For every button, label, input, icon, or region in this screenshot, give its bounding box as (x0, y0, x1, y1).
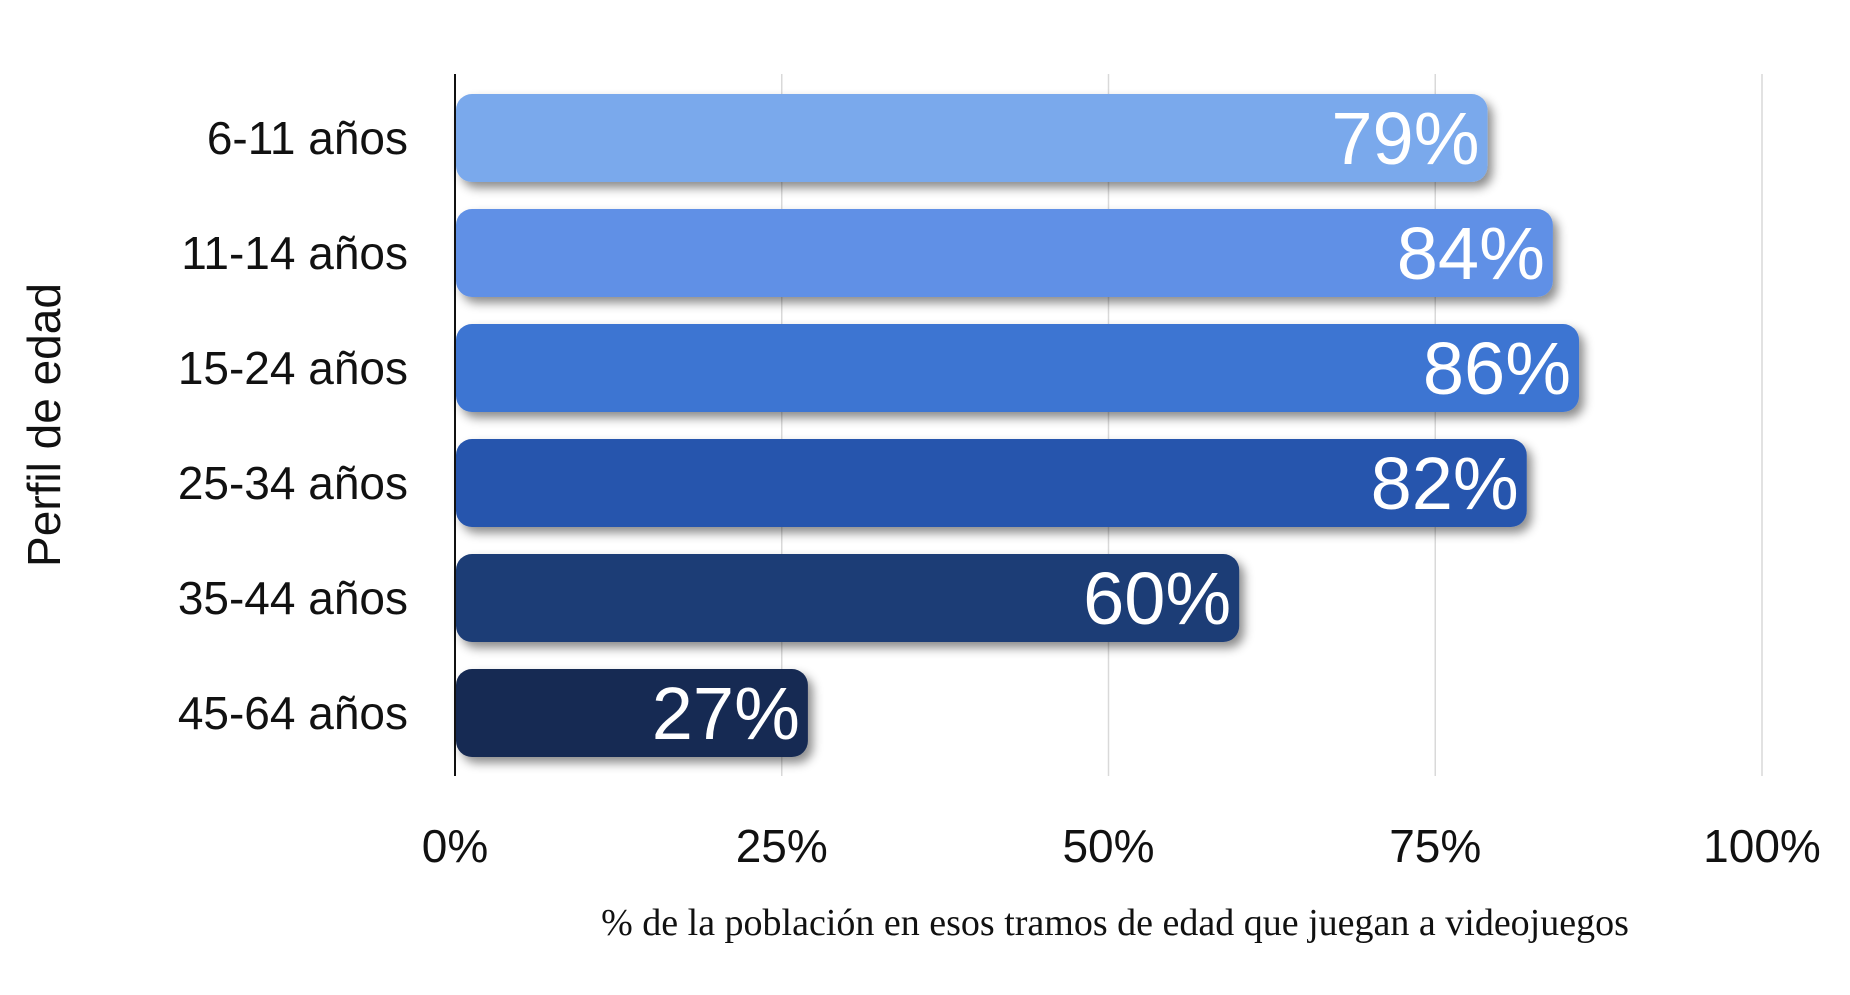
bar (456, 209, 1553, 297)
data-label: 82% (1371, 442, 1519, 525)
x-tick-label: 0% (422, 820, 488, 872)
data-label: 27% (652, 672, 800, 755)
grid-lines (781, 74, 1763, 776)
data-label: 84% (1397, 212, 1545, 295)
x-tick-label: 25% (736, 820, 828, 872)
x-tick-label: 75% (1389, 820, 1481, 872)
y-tick-label: 6-11 años (207, 112, 408, 164)
x-tick-label: 50% (1062, 820, 1154, 872)
bars (456, 94, 1580, 757)
y-tick-label: 45-64 años (178, 687, 408, 739)
bar (456, 554, 1240, 642)
bar (456, 669, 808, 757)
data-label: 60% (1083, 557, 1231, 640)
x-tick-label: 100% (1703, 820, 1821, 872)
y-tick-label: 25-34 años (178, 457, 408, 509)
data-label: 86% (1423, 327, 1571, 410)
y-axis-title: Perfil de edad (18, 283, 70, 567)
labels: 0% 25% 50% 75% 100% 6-11 años 79% 11-14 años 84%… (178, 97, 1821, 872)
y-tick-label: 35-44 años (178, 572, 408, 624)
bar (456, 324, 1580, 412)
data-label: 79% (1331, 97, 1479, 180)
bar (456, 94, 1488, 182)
bar (456, 439, 1527, 527)
y-tick-label: 11-14 años (181, 227, 408, 279)
y-tick-label: 15-24 años (178, 342, 408, 394)
x-axis-title: % de la población en esos tramos de edad… (601, 902, 1629, 944)
